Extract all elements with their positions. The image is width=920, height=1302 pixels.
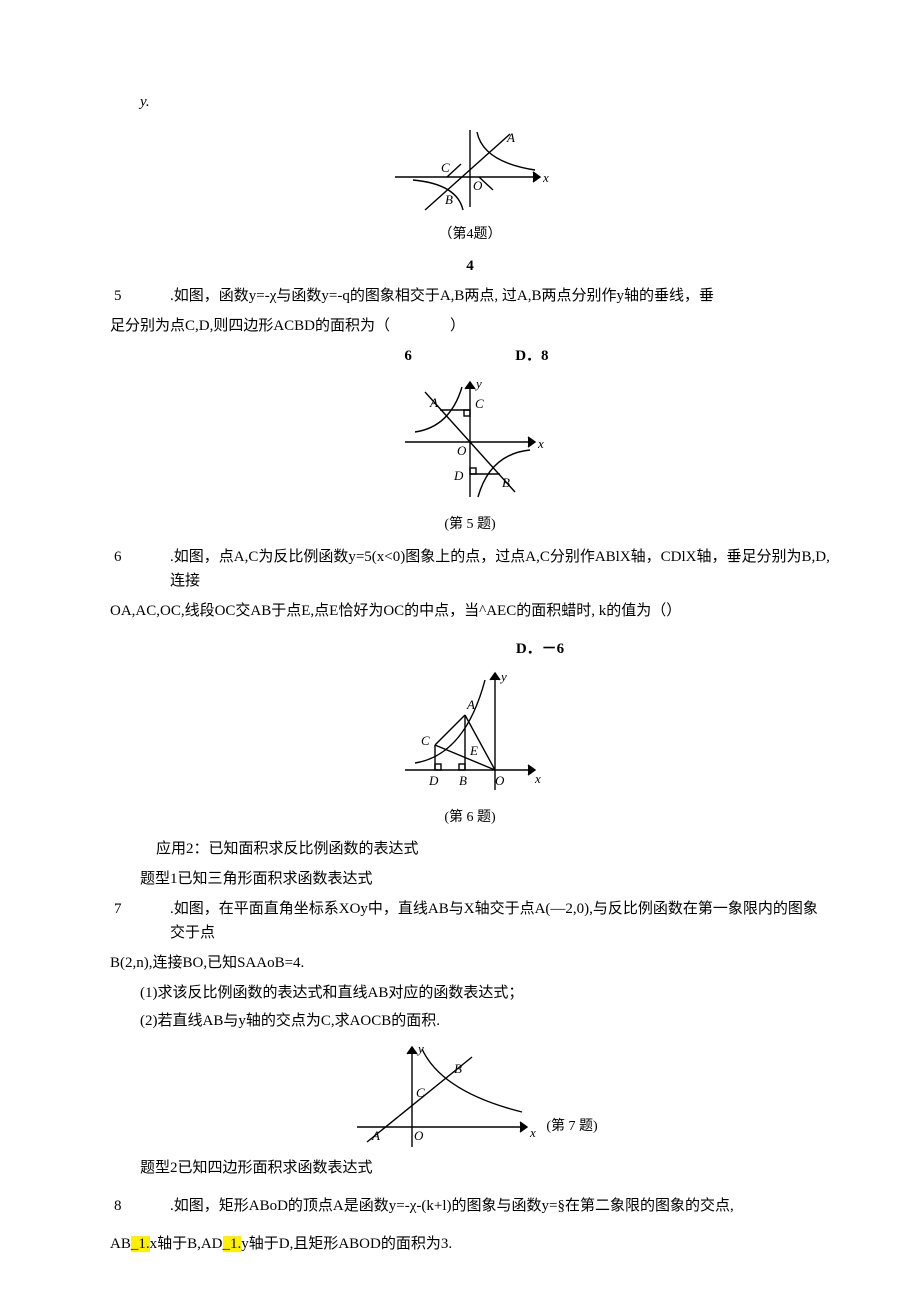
figure-5: A C O D B x y	[110, 372, 830, 510]
between-4: 4	[110, 254, 830, 278]
q5-line1: 5.如图，函数y=-χ与函数y=-q的图象相交于A,B两点, 过A,B两点分别作…	[110, 284, 830, 308]
q7-num: 7	[142, 897, 170, 921]
fig5-y: y	[474, 376, 482, 391]
q8-text1: .如图，矩形ABoD的顶点A是函数y=-χ-(k+l)的图象与函数y=§在第二象…	[170, 1198, 734, 1214]
q7-sub2: (2)若直线AB与y轴的交点为C,求AOCB的面积.	[110, 1009, 830, 1033]
fig6-y: y	[499, 669, 507, 684]
fig7-o: O	[414, 1128, 424, 1143]
q8-line2: AB_1.x轴于B,AD_1.y轴于D,且矩形ABOD的面积为3.	[110, 1232, 830, 1256]
q5-num: 5	[142, 284, 170, 308]
q8-t2b: x轴于B,AD	[150, 1236, 223, 1252]
q6-line2: OA,AC,OC,线段OC交AB于点E,点E恰好为OC的中点，当^AEC的面积蜡…	[110, 599, 830, 623]
q5-opt-6: 6	[348, 344, 468, 368]
q5-options: 6 D．8	[110, 344, 830, 368]
fig6-x: x	[534, 771, 541, 786]
fig4-label-x: x	[542, 170, 549, 185]
q5-line2: 足分别为点C,D,则四边形ACBD的面积为（ ）	[110, 314, 830, 338]
type1-heading: 题型1已知三角形面积求函数表达式	[110, 867, 830, 891]
q6-num: 6	[142, 545, 170, 569]
type2-heading: 题型2已知四边形面积求函数表达式	[110, 1156, 830, 1180]
figure-7: A O C B y x (第 7 题)	[110, 1037, 830, 1152]
q8-hl1: _1.	[131, 1236, 150, 1252]
q7-line1: 7.如图，在平面直角坐标系XOy中，直线AB与X轴交于点A(—2,0),与反比例…	[110, 897, 830, 945]
q5-opt-d: D．8	[472, 344, 592, 368]
fig6-d: D	[428, 773, 439, 788]
fig4-label-c: C	[441, 160, 450, 175]
q7-line2: B(2,n),连接BO,已知SAAoB=4.	[110, 951, 830, 975]
fig6-o: O	[495, 773, 505, 788]
q6-line1: 6.如图，点A,C为反比例函数y=5(x<0)图象上的点，过点A,C分别作ABl…	[110, 545, 830, 593]
q8-num: 8	[142, 1194, 170, 1218]
q8-hl2: _1.	[223, 1236, 242, 1252]
q7-text1: .如图，在平面直角坐标系XOy中，直线AB与X轴交于点A(—2,0),与反比例函…	[170, 901, 818, 941]
fig5-d: D	[453, 468, 464, 483]
q6-text1: .如图，点A,C为反比例函数y=5(x<0)图象上的点，过点A,C分别作ABlX…	[170, 549, 830, 589]
fig6-a: A	[466, 697, 475, 712]
fig7-b: B	[454, 1061, 462, 1076]
figure-4: A C O B x	[110, 122, 830, 220]
app2-heading: 应用2：已知面积求反比例函数的表达式	[110, 837, 830, 861]
q5-text1: .如图，函数y=-χ与函数y=-q的图象相交于A,B两点, 过A,B两点分别作y…	[170, 288, 714, 304]
q8-line1: 8.如图，矩形ABoD的顶点A是函数y=-χ-(k+l)的图象与函数y=§在第二…	[110, 1194, 830, 1218]
q8-t2a: AB	[110, 1236, 131, 1252]
q7-sub1: (1)求该反比例函数的表达式和直线AB对应的函数表达式；	[110, 981, 830, 1005]
fig7-a: A	[371, 1128, 380, 1143]
figure-5-caption: (第 5 题)	[110, 514, 830, 536]
q6-opt-d: D．－6	[250, 637, 830, 661]
fig7-x: x	[529, 1125, 536, 1140]
figure-4-caption: （第4题）	[110, 224, 830, 246]
figure-7-caption: (第 7 题)	[546, 1116, 597, 1138]
fig4-label-o: O	[473, 178, 483, 193]
fig4-label-b: B	[445, 192, 453, 207]
figure-6-caption: (第 6 题)	[110, 807, 830, 829]
fig7-c: C	[416, 1085, 425, 1100]
fig6-e: E	[469, 743, 478, 758]
y-label: y.	[140, 90, 830, 114]
fig5-a: A	[429, 395, 438, 410]
figure-6: A C E D B O x y	[110, 665, 830, 803]
fig5-x: x	[537, 436, 544, 451]
fig5-b: B	[502, 475, 510, 490]
fig5-o: O	[457, 443, 467, 458]
fig7-y: y	[416, 1041, 424, 1056]
fig6-b: B	[459, 773, 467, 788]
q8-t2c: y轴于D,且矩形ABOD的面积为3.	[241, 1236, 452, 1252]
fig6-c: C	[421, 733, 430, 748]
fig5-c: C	[475, 396, 484, 411]
fig4-label-a: A	[506, 130, 515, 145]
